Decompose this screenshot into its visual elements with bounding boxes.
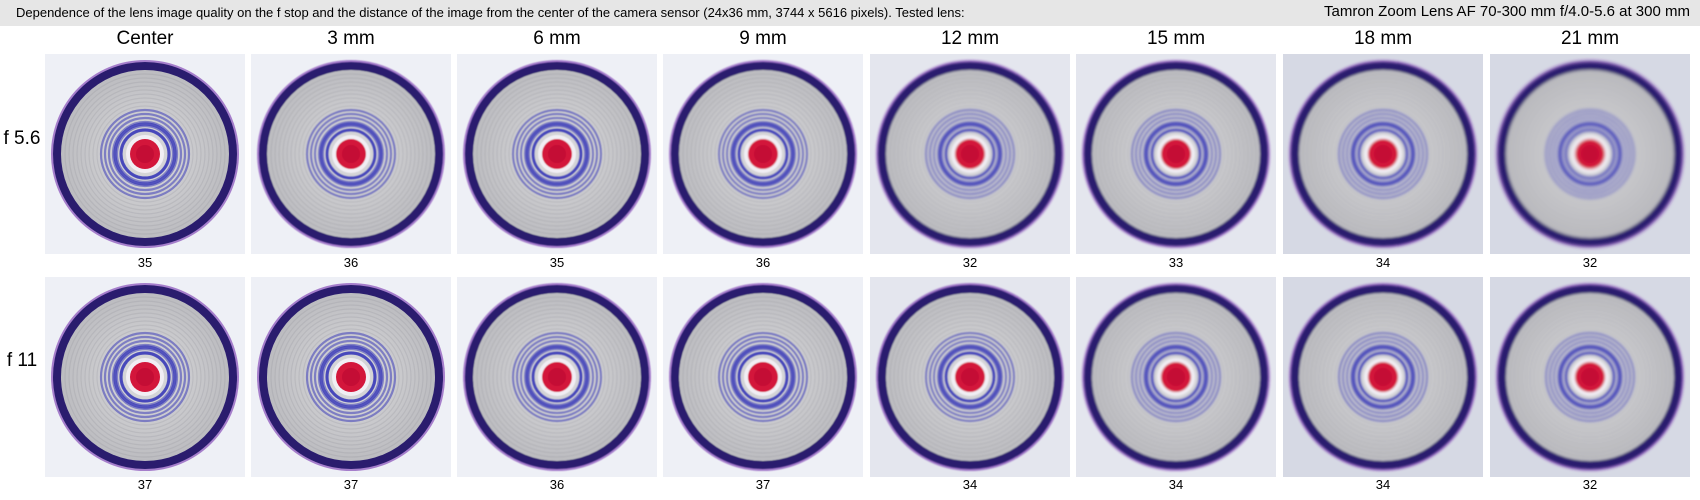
- target-image: [251, 54, 451, 254]
- target-rings: [1082, 283, 1270, 471]
- target-image: [1283, 277, 1483, 477]
- quality-score: 32: [1582, 477, 1598, 492]
- target-rings: [1289, 283, 1477, 471]
- quality-score: 36: [755, 255, 771, 270]
- target-rings: [1082, 60, 1270, 248]
- target-rings: [1496, 60, 1684, 248]
- column-header: 9 mm: [739, 28, 787, 49]
- quality-score: 37: [755, 477, 771, 492]
- target-image: [663, 277, 863, 477]
- target-image: [45, 54, 245, 254]
- target-image: [251, 277, 451, 477]
- quality-score: 37: [343, 477, 359, 492]
- quality-score: 36: [343, 255, 359, 270]
- column-header: 21 mm: [1560, 28, 1620, 49]
- quality-score: 34: [1168, 477, 1184, 492]
- lens-name: Tamron Zoom Lens AF 70-300 mm f/4.0-5.6 …: [1324, 3, 1690, 20]
- target-rings: [876, 283, 1064, 471]
- quality-score: 35: [137, 255, 153, 270]
- target-rings: [257, 60, 445, 248]
- description-text: Dependence of the lens image quality on …: [16, 5, 965, 20]
- column-header: 3 mm: [327, 28, 375, 49]
- target-image: [663, 54, 863, 254]
- quality-score: 33: [1168, 255, 1184, 270]
- quality-score: 34: [962, 477, 978, 492]
- target-image: [870, 54, 1070, 254]
- target-image: [457, 277, 657, 477]
- quality-score: 34: [1375, 255, 1391, 270]
- target-rings: [876, 60, 1064, 248]
- column-header: 15 mm: [1146, 28, 1206, 49]
- target-rings: [463, 283, 651, 471]
- target-image: [1076, 54, 1276, 254]
- row-label: f 5.6: [3, 128, 41, 149]
- target-rings: [669, 60, 857, 248]
- target-rings: [51, 283, 239, 471]
- target-image: [1076, 277, 1276, 477]
- quality-score: 36: [549, 477, 565, 492]
- column-header: Center: [116, 28, 174, 49]
- target-rings: [463, 60, 651, 248]
- target-rings: [51, 60, 239, 248]
- target-rings: [669, 283, 857, 471]
- quality-score: 37: [137, 477, 153, 492]
- target-image: [1490, 277, 1690, 477]
- title-bar: Dependence of the lens image quality on …: [0, 0, 1700, 26]
- quality-score: 34: [1375, 477, 1391, 492]
- target-rings: [1289, 60, 1477, 248]
- column-header: 18 mm: [1353, 28, 1413, 49]
- column-header: 6 mm: [533, 28, 581, 49]
- quality-score: 32: [1582, 255, 1598, 270]
- column-header: 12 mm: [940, 28, 1000, 49]
- target-rings: [1496, 283, 1684, 471]
- target-image: [1490, 54, 1690, 254]
- target-rings: [257, 283, 445, 471]
- row-label: f 11: [6, 350, 38, 371]
- target-image: [1283, 54, 1483, 254]
- quality-score: 32: [962, 255, 978, 270]
- target-image: [870, 277, 1070, 477]
- target-image: [45, 277, 245, 477]
- target-image: [457, 54, 657, 254]
- quality-score: 35: [549, 255, 565, 270]
